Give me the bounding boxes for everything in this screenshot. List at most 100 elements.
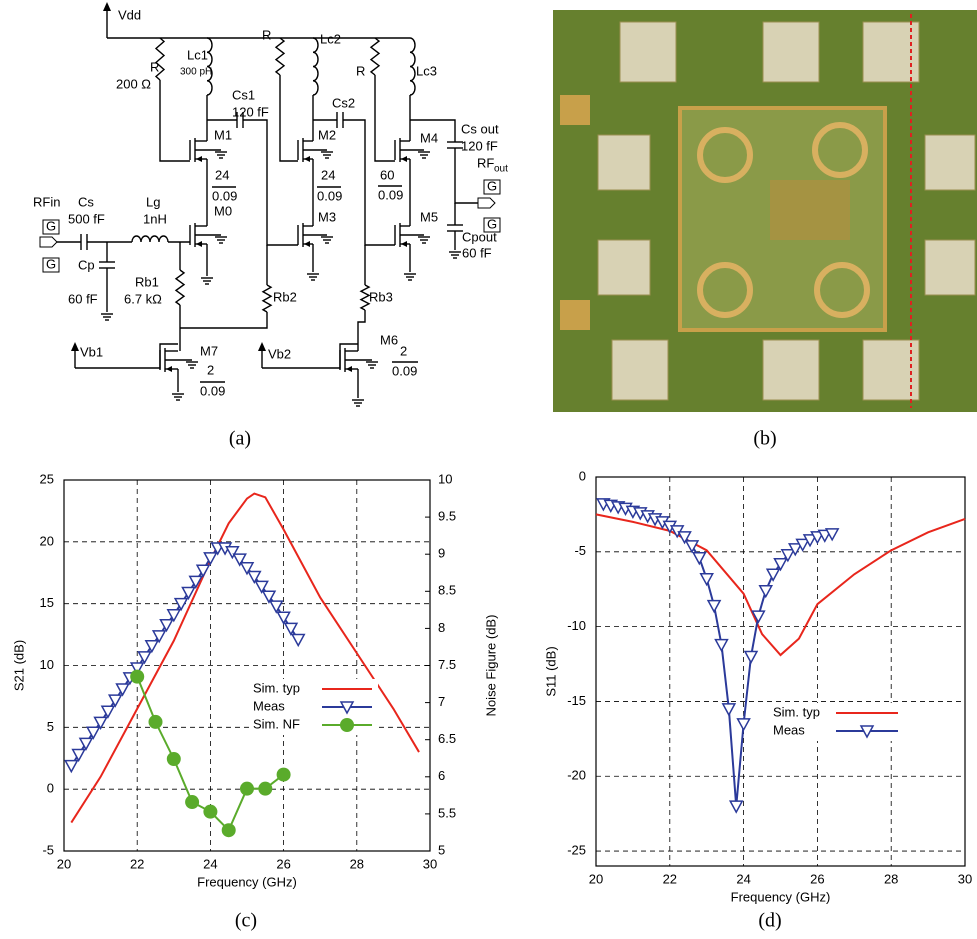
resistor bbox=[361, 285, 369, 310]
marker bbox=[185, 795, 199, 809]
caption: (c) bbox=[235, 910, 257, 932]
resistor bbox=[176, 270, 184, 305]
arrowhead bbox=[71, 342, 79, 351]
schematic-label: 0.09 bbox=[200, 383, 225, 398]
port bbox=[478, 198, 495, 208]
legend-label: Meas bbox=[773, 722, 805, 737]
pad bbox=[863, 340, 919, 400]
inductor bbox=[132, 236, 168, 242]
schematic-label: 200 Ω bbox=[116, 76, 151, 91]
schematic-label: M4 bbox=[420, 130, 438, 145]
schematic-label: M1 bbox=[214, 127, 232, 142]
schematic-label: Cs out bbox=[461, 121, 499, 136]
y-tick-label: 15 bbox=[40, 595, 54, 610]
y-tick-label: 10 bbox=[40, 657, 54, 672]
arrowhead bbox=[258, 342, 266, 351]
schematic-label: 120 fF bbox=[461, 138, 498, 153]
x-tick-label: 26 bbox=[276, 856, 290, 871]
inductor bbox=[410, 38, 415, 95]
y-tick-label: -5 bbox=[574, 543, 586, 558]
marker bbox=[203, 805, 217, 819]
y2-tick-label: 9.5 bbox=[438, 509, 456, 524]
y-tick-label: -20 bbox=[567, 768, 586, 783]
schematic-label: 0.09 bbox=[392, 363, 417, 378]
plot-area bbox=[596, 477, 965, 866]
resistor bbox=[263, 285, 271, 312]
x-tick-label: 24 bbox=[736, 871, 750, 886]
schematic-label: Cp bbox=[78, 257, 95, 272]
schematic: VddR200 ΩLc1300 pHCs1120 fFM1240.09M0RFi… bbox=[33, 2, 508, 406]
schematic-label: Rb2 bbox=[273, 289, 297, 304]
x-tick-label: 28 bbox=[350, 856, 364, 871]
schematic-label: M2 bbox=[318, 127, 336, 142]
schematic-label: M6 bbox=[380, 332, 398, 347]
pad bbox=[598, 240, 650, 295]
x-axis-label: Frequency (GHz) bbox=[731, 889, 831, 904]
schematic-label: M7 bbox=[200, 343, 218, 358]
pad bbox=[560, 95, 590, 125]
y-axis-label: S21 (dB) bbox=[11, 640, 26, 691]
pad bbox=[925, 240, 975, 295]
legend-label: Meas bbox=[253, 698, 285, 713]
inductor bbox=[313, 38, 318, 95]
y2-tick-label: 7.5 bbox=[438, 657, 456, 672]
x-tick-label: 26 bbox=[810, 871, 824, 886]
schematic-label: G bbox=[487, 216, 497, 231]
schematic-label: M3 bbox=[318, 209, 336, 224]
wire bbox=[455, 148, 478, 203]
pad bbox=[612, 340, 668, 400]
pad bbox=[598, 135, 650, 190]
schematic-label: 300 pH bbox=[180, 67, 212, 78]
wire bbox=[358, 310, 365, 351]
y-tick-label: -10 bbox=[567, 618, 586, 633]
schematic-label: Vb2 bbox=[268, 346, 291, 361]
marker bbox=[149, 715, 163, 729]
y2-tick-label: 8 bbox=[438, 620, 445, 635]
wire bbox=[243, 120, 298, 245]
marker bbox=[130, 670, 144, 684]
caption: (d) bbox=[758, 910, 781, 932]
schematic-label: RFin bbox=[33, 194, 60, 209]
schematic-label: 24 bbox=[215, 167, 229, 182]
y-tick-label: 25 bbox=[40, 471, 54, 486]
schematic-label: 60 fF bbox=[68, 291, 98, 306]
schematic-label: Vdd bbox=[118, 7, 141, 22]
y2-tick-label: 10 bbox=[438, 471, 452, 486]
x-tick-label: 20 bbox=[57, 856, 71, 871]
wire bbox=[180, 312, 267, 328]
y2-tick-label: 6 bbox=[438, 768, 445, 783]
schematic-label: Lc2 bbox=[320, 31, 341, 46]
schematic-label: Lc1 bbox=[187, 47, 208, 62]
resistor bbox=[371, 38, 379, 75]
marker bbox=[222, 823, 236, 837]
caption: (a) bbox=[229, 428, 251, 450]
y2-axis-label: Noise Figure (dB) bbox=[483, 615, 498, 717]
y-tick-label: 20 bbox=[40, 533, 54, 548]
pad bbox=[560, 300, 590, 330]
schematic-label: Vb1 bbox=[80, 344, 103, 359]
y2-tick-label: 6.5 bbox=[438, 731, 456, 746]
schematic-label: G bbox=[46, 256, 56, 271]
port bbox=[40, 237, 57, 247]
schematic-label: R bbox=[150, 59, 159, 74]
schematic-label: Cs2 bbox=[332, 95, 355, 110]
arrow bbox=[196, 241, 202, 247]
arrow bbox=[401, 241, 407, 247]
schematic-label: R bbox=[262, 27, 271, 42]
y-tick-label: 0 bbox=[579, 468, 586, 483]
marker bbox=[240, 782, 254, 796]
transistors bbox=[770, 180, 850, 240]
y-tick-label: -25 bbox=[567, 842, 586, 857]
schematic-label: Rb1 bbox=[135, 274, 159, 289]
schematic-label: 60 bbox=[380, 167, 394, 182]
marker bbox=[277, 768, 291, 782]
schematic-label: 60 fF bbox=[462, 245, 492, 260]
schematic-label: Lg bbox=[146, 194, 160, 209]
legend-label: Sim. typ bbox=[773, 704, 820, 719]
x-axis-label: Frequency (GHz) bbox=[197, 874, 297, 889]
schematic-label: 24 bbox=[321, 167, 335, 182]
schematic-label: 6.7 kΩ bbox=[124, 291, 162, 306]
wire bbox=[343, 120, 395, 245]
schematic-label: 500 fF bbox=[68, 211, 105, 226]
x-tick-label: 22 bbox=[663, 871, 677, 886]
